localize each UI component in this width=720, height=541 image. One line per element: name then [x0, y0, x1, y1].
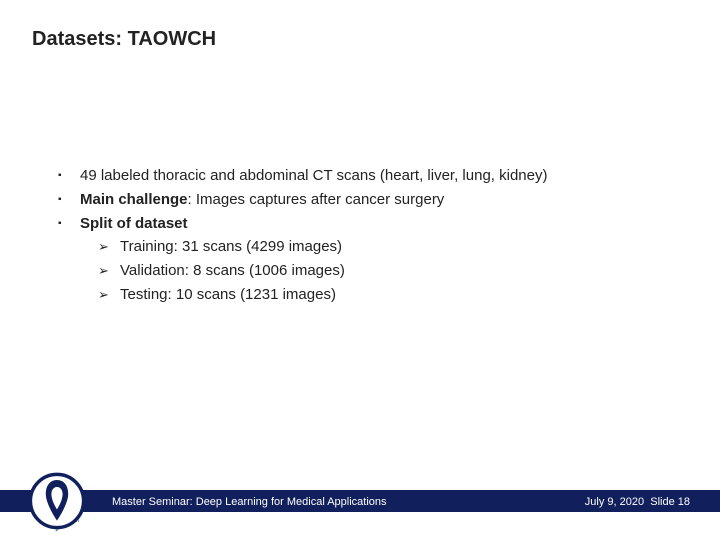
sub-bullet-text: Training: 31 scans (4299 images) [120, 236, 680, 258]
bullet-marker: ▪ [58, 165, 80, 187]
bullet-item: ▪ Main challenge: Images captures after … [58, 189, 680, 211]
slide: Datasets: TAOWCH ▪ 49 labeled thoracic a… [0, 0, 720, 540]
sub-bullet-item: ➢ Training: 31 scans (4299 images) [98, 236, 680, 258]
bullet-text: 49 labeled thoracic and abdominal CT sca… [80, 165, 680, 187]
svg-text:p: p [55, 526, 58, 532]
sub-bullet-marker: ➢ [98, 284, 120, 306]
sub-bullet-item: ➢ Testing: 10 scans (1231 images) [98, 284, 680, 306]
svg-text:a: a [82, 500, 86, 506]
slide-body: ▪ 49 labeled thoracic and abdominal CT s… [58, 165, 680, 308]
footer-right: July 9, 2020 Slide 18 [585, 496, 690, 508]
sub-bullet-marker: ➢ [98, 236, 120, 258]
footer-slide-number: Slide 18 [650, 496, 690, 508]
svg-text:•: • [29, 500, 31, 506]
bullet-bold-prefix: Split of dataset [80, 215, 188, 232]
bullet-text: Split of dataset [80, 213, 680, 235]
svg-text:•: • [56, 472, 58, 478]
bullet-bold-prefix: Main challenge [80, 191, 188, 208]
sub-bullet-text: Testing: 10 scans (1231 images) [120, 284, 680, 306]
svg-text:•: • [36, 518, 38, 524]
sub-bullet-item: ➢ Validation: 8 scans (1006 images) [98, 260, 680, 282]
bullet-rest: : Images captures after cancer surgery [188, 191, 445, 208]
svg-text:c: c [75, 482, 78, 488]
svg-text:m: m [74, 518, 79, 524]
sub-bullet-text: Validation: 8 scans (1006 images) [120, 260, 680, 282]
bullet-marker: ▪ [58, 213, 80, 235]
footer-left: Master Seminar: Deep Learning for Medica… [112, 496, 387, 508]
bullet-text: Main challenge: Images captures after ca… [80, 189, 680, 211]
sub-bullet-marker: ➢ [98, 260, 120, 282]
bullet-marker: ▪ [58, 189, 80, 211]
bullet-item: ▪ Split of dataset [58, 213, 680, 235]
slide-title: Datasets: TAOWCH [32, 28, 216, 51]
svg-text:•: • [36, 482, 38, 488]
footer-date: July 9, 2020 [585, 496, 644, 508]
camp-logo: • c a m p • • • [22, 466, 92, 536]
bullet-item: ▪ 49 labeled thoracic and abdominal CT s… [58, 165, 680, 187]
